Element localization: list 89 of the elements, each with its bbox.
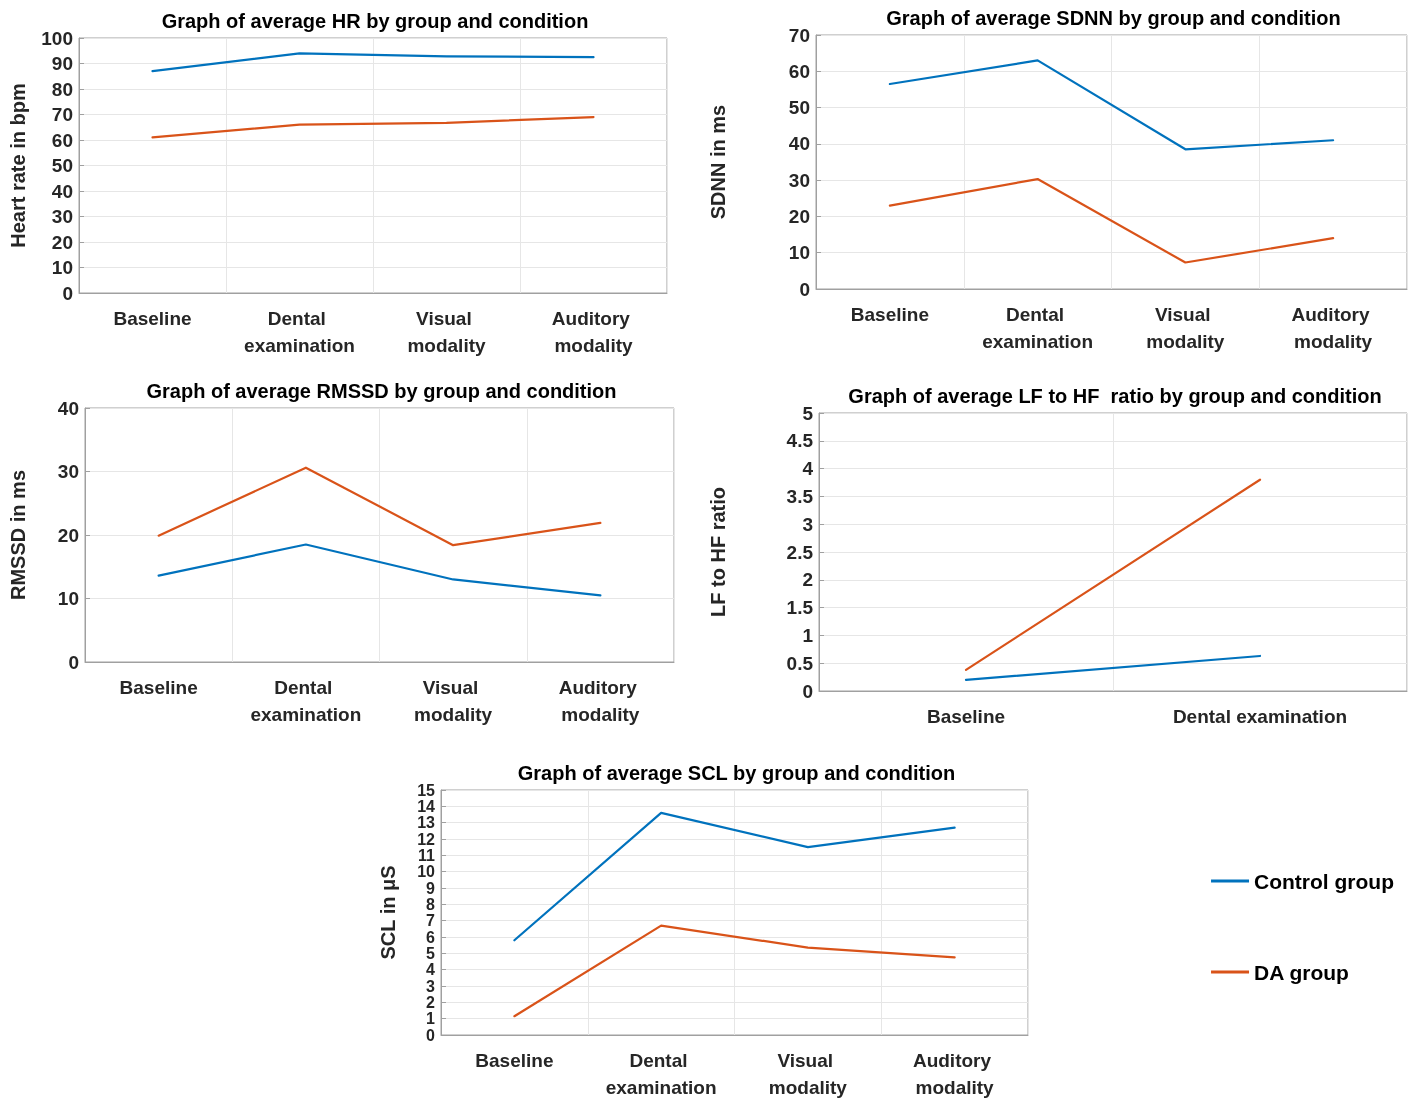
y-tick-label: 100 — [41, 27, 73, 49]
legend-label: DA group — [1254, 960, 1349, 984]
x-tick-label: Baseline — [113, 308, 192, 329]
y-tick-label: 40 — [51, 180, 73, 202]
x-tick-label: Dental examination — [1172, 706, 1348, 727]
y-tick-label: 70 — [51, 104, 73, 125]
y-tick-label: 50 — [51, 155, 73, 176]
y-tick-label: 4 — [426, 961, 436, 979]
y-tick-label: 30 — [51, 206, 73, 227]
line-series — [888, 59, 1335, 151]
y-tick-label: 20 — [57, 524, 79, 546]
y-tick-label: 7 — [426, 912, 436, 930]
y-tick-label: 4 — [802, 458, 814, 480]
y-tick-label: 0 — [802, 680, 813, 702]
y-tick-label: 3.5 — [786, 485, 814, 507]
chart-title: Graph of average SDNN by group and condition — [886, 7, 1341, 29]
y-tick-label: 9 — [426, 879, 436, 897]
y-tick-label: 0 — [799, 278, 810, 300]
x-tick-label: Visual modality — [407, 308, 486, 356]
y-tick-label: 10 — [57, 588, 79, 609]
y-tick-label: 8 — [426, 895, 436, 913]
y-axis-title: SDNN in ms — [707, 104, 729, 220]
y-tick-label: 20 — [51, 231, 73, 253]
line-series — [888, 177, 1335, 264]
y-tick-label: 60 — [788, 60, 810, 82]
y-tick-label: 0 — [62, 282, 73, 304]
chart-title: Graph of average LF to HF ratio by group and condition — [848, 385, 1382, 407]
y-tick-label: 10 — [788, 242, 810, 264]
x-tick-label: Visual modality — [1146, 304, 1225, 352]
y-tick-label: 3 — [802, 513, 813, 535]
line-series — [157, 466, 602, 547]
y-tick-label: 0 — [68, 651, 79, 673]
y-tick-label: 2 — [802, 569, 813, 591]
y-tick-label: 80 — [51, 78, 73, 100]
y-tick-label: 6 — [426, 928, 436, 946]
y-tick-label: 40 — [788, 133, 810, 155]
chart-title: Graph of average SCL by group and condition — [517, 762, 956, 784]
x-tick-label: Baseline — [119, 677, 198, 698]
x-tick-label: Auditory modality — [1291, 304, 1375, 352]
y-tick-label: 20 — [788, 205, 810, 227]
x-tick-label: Dental examination — [982, 304, 1094, 352]
y-tick-label: 10 — [417, 863, 436, 881]
y-tick-label: 13 — [417, 814, 436, 832]
y-tick-label: 2.5 — [786, 541, 814, 563]
y-tick-label: 15 — [417, 781, 436, 799]
chart-title: Graph of average HR by group and condition — [161, 10, 589, 32]
line-series — [157, 543, 602, 597]
x-tick-label: Baseline — [475, 1050, 554, 1071]
x-tick-label: Baseline — [926, 706, 1006, 727]
y-tick-label: 11 — [418, 846, 436, 864]
y-tick-label: 10 — [51, 257, 73, 278]
y-tick-label: 60 — [51, 129, 73, 151]
line-series — [513, 924, 956, 1018]
line-series — [151, 52, 595, 73]
line-series — [513, 811, 956, 942]
legend-label: Control group — [1254, 869, 1394, 893]
x-tick-label: Visual modality — [768, 1050, 848, 1098]
y-tick-label: 14 — [417, 797, 436, 815]
y-tick-label: 4.5 — [786, 430, 814, 452]
x-tick-label: Auditory modality — [912, 1050, 997, 1098]
y-tick-label: 90 — [51, 53, 73, 74]
chart-title: Graph of average RMSSD by group and condition — [146, 380, 617, 402]
y-tick-label: 50 — [788, 97, 810, 119]
y-tick-label: 2 — [426, 993, 436, 1011]
x-tick-label: Auditory modality — [551, 308, 636, 356]
x-tick-label: Visual modality — [414, 677, 493, 725]
y-tick-label: 5 — [426, 944, 436, 962]
x-tick-label: Dental examination — [605, 1050, 717, 1098]
x-tick-label: Dental examination — [250, 677, 362, 725]
y-tick-label: 70 — [788, 24, 810, 46]
y-tick-label: 5 — [802, 402, 814, 424]
y-axis-title: Heart rate in bpm — [7, 83, 29, 248]
y-tick-label: 3 — [426, 977, 436, 995]
y-axis-title: SCL in μS — [377, 865, 399, 960]
line-series — [151, 115, 595, 139]
y-tick-label: 40 — [57, 397, 79, 419]
y-tick-label: 1 — [802, 624, 814, 646]
y-tick-label: 12 — [417, 830, 436, 848]
y-axis-title: LF to HF ratio — [707, 487, 729, 617]
y-axis-title: RMSSD in ms — [7, 469, 29, 601]
x-tick-label: Auditory modality — [558, 677, 643, 725]
y-tick-label: 0.5 — [786, 652, 814, 674]
y-tick-label: 30 — [788, 169, 810, 191]
y-tick-label: 30 — [57, 461, 79, 482]
y-tick-label: 1.5 — [786, 597, 814, 619]
y-tick-label: 1 — [426, 1010, 436, 1028]
x-tick-label: Baseline — [850, 304, 929, 325]
y-tick-label: 0 — [426, 1026, 436, 1044]
x-tick-label: Dental examination — [244, 308, 355, 356]
